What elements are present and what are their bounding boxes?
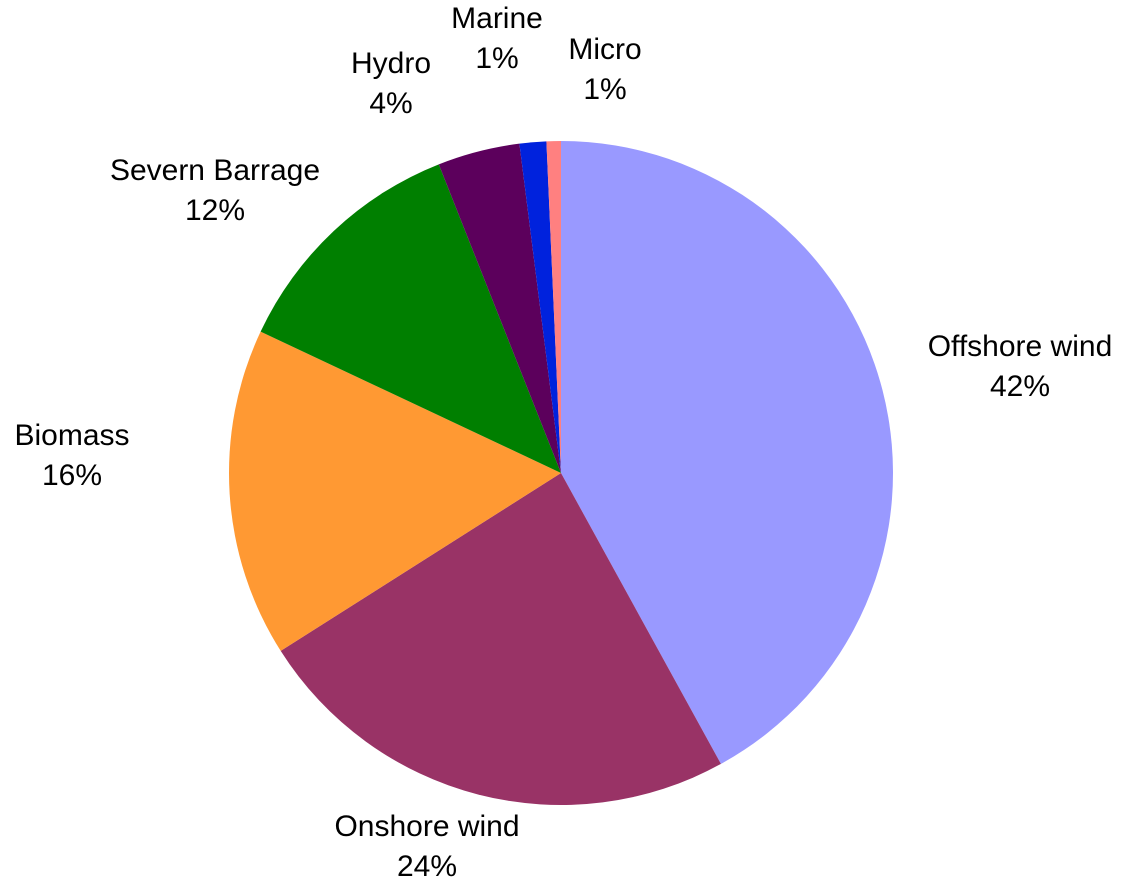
label-name: Micro [568, 33, 641, 66]
label-name: Biomass [14, 419, 129, 452]
label-percent: 1% [475, 42, 518, 75]
slice-micro [546, 141, 561, 473]
label-hydro: Hydro 4% [351, 47, 431, 120]
slice-marine [519, 141, 561, 474]
slice-biomass [229, 331, 561, 651]
label-onshore-wind: Onshore wind 24% [334, 810, 519, 883]
slice-hydro [438, 143, 561, 473]
slice-onshore-wind [280, 473, 721, 806]
label-percent: 12% [185, 194, 245, 227]
label-percent: 16% [42, 459, 102, 492]
label-biomass: Biomass 16% [14, 419, 129, 492]
slice-severn-barrage [260, 164, 561, 473]
label-name: Severn Barrage [110, 154, 320, 187]
label-percent: 1% [583, 73, 626, 106]
label-name: Hydro [351, 47, 431, 80]
label-percent: 4% [369, 87, 412, 120]
slice-offshore-wind [561, 141, 893, 764]
label-micro: Micro 1% [568, 33, 641, 106]
label-name: Marine [451, 2, 543, 35]
label-percent: 42% [990, 370, 1050, 403]
slice-labels: Offshore wind 42% Onshore wind 24% Biomass 16… [14, 2, 1112, 883]
label-percent: 24% [397, 850, 457, 883]
label-offshore-wind: Offshore wind 42% [928, 330, 1113, 403]
label-marine: Marine 1% [451, 2, 543, 75]
label-severn-barrage: Severn Barrage 12% [110, 154, 320, 227]
label-name: Offshore wind [928, 330, 1113, 363]
pie-slices [229, 141, 893, 806]
label-name: Onshore wind [334, 810, 519, 843]
